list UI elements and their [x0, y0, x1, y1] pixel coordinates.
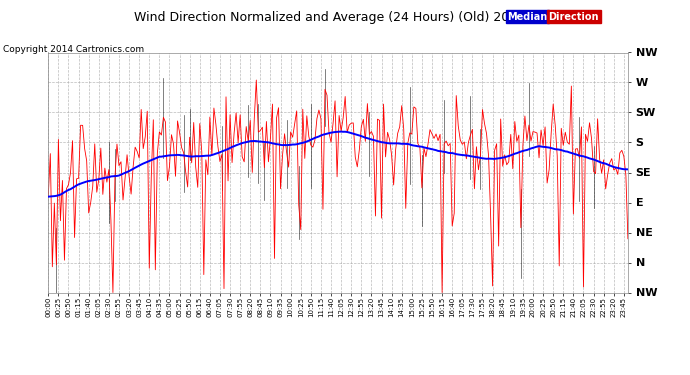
- Text: Median: Median: [507, 12, 547, 22]
- Text: Wind Direction Normalized and Average (24 Hours) (Old) 20141027: Wind Direction Normalized and Average (2…: [134, 11, 556, 24]
- Text: Direction: Direction: [549, 12, 599, 22]
- Text: Copyright 2014 Cartronics.com: Copyright 2014 Cartronics.com: [3, 45, 145, 54]
